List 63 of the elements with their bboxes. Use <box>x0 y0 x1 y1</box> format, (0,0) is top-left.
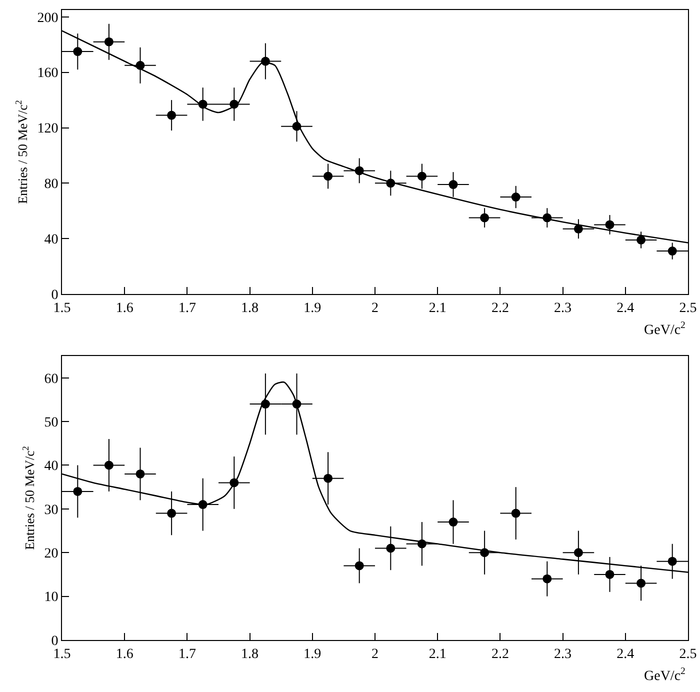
x-tick-label: 1.7 <box>178 646 196 662</box>
point <box>104 460 114 470</box>
point <box>167 508 176 518</box>
x-tick-label: 2.3 <box>554 646 572 662</box>
point <box>324 172 333 181</box>
point <box>104 37 114 46</box>
x-tick-label: 2 <box>372 300 378 316</box>
x-tick-label: 2.5 <box>679 300 697 316</box>
x-tick-label: 1.5 <box>53 300 71 316</box>
x-tick-label: 2.3 <box>554 300 572 316</box>
y-tick-label: 30 <box>44 502 58 518</box>
y-tick-label: 50 <box>44 415 58 430</box>
point <box>73 47 82 56</box>
point <box>480 213 490 222</box>
point <box>386 544 396 553</box>
point <box>167 110 176 120</box>
x-tick-label: 1.6 <box>116 646 134 662</box>
x-tick-label: 1.9 <box>304 646 322 662</box>
point <box>605 570 614 579</box>
x-tick-label: 2.4 <box>616 300 634 316</box>
y-tick-label: 160 <box>37 66 58 82</box>
point <box>417 172 426 181</box>
y-tick-label: 60 <box>44 372 58 387</box>
point <box>668 246 677 256</box>
point <box>636 578 646 588</box>
point <box>73 486 82 496</box>
point <box>574 224 583 234</box>
point <box>448 180 458 190</box>
x-tick-label: 1.8 <box>241 646 259 662</box>
x-tick-label: 1.5 <box>53 646 71 662</box>
x-axis-title: GeV/c$^{2}$ <box>644 320 686 338</box>
y-tick-label: 20 <box>44 546 58 562</box>
point <box>136 469 145 478</box>
point <box>354 561 364 570</box>
y-tick-label: 40 <box>44 232 58 248</box>
x-tick-label: 1.7 <box>178 300 196 316</box>
x-tick-label: 2.2 <box>491 646 509 662</box>
x-tick-label: 2.1 <box>428 646 446 662</box>
y-tick-label: 40 <box>44 459 58 474</box>
x-axis-title: GeV/c$^{2}$ <box>644 666 686 684</box>
point <box>542 574 552 584</box>
x-tick-label: 2.2 <box>491 300 509 316</box>
x-tick-label: 2.1 <box>428 300 446 316</box>
y-tick-label: 0 <box>51 634 58 649</box>
point <box>605 220 614 230</box>
y-tick-label: 0 <box>51 288 58 303</box>
point <box>636 235 646 244</box>
x-tick-label: 1.6 <box>116 300 134 316</box>
point <box>324 474 333 483</box>
y-tick-label: 200 <box>37 10 58 26</box>
y-tick-label: 80 <box>44 177 58 192</box>
y-tick-label: 10 <box>44 590 58 606</box>
point <box>511 508 520 518</box>
point <box>668 556 677 566</box>
point <box>574 548 583 558</box>
y-tick-label: 120 <box>37 122 58 137</box>
point <box>511 192 520 202</box>
point <box>448 518 458 527</box>
x-tick-label: 1.9 <box>304 300 322 316</box>
x-tick-label: 2.4 <box>616 646 634 662</box>
x-tick-label: 2 <box>372 646 378 662</box>
x-tick-label: 2.5 <box>679 646 697 662</box>
x-tick-label: 1.8 <box>241 300 259 316</box>
